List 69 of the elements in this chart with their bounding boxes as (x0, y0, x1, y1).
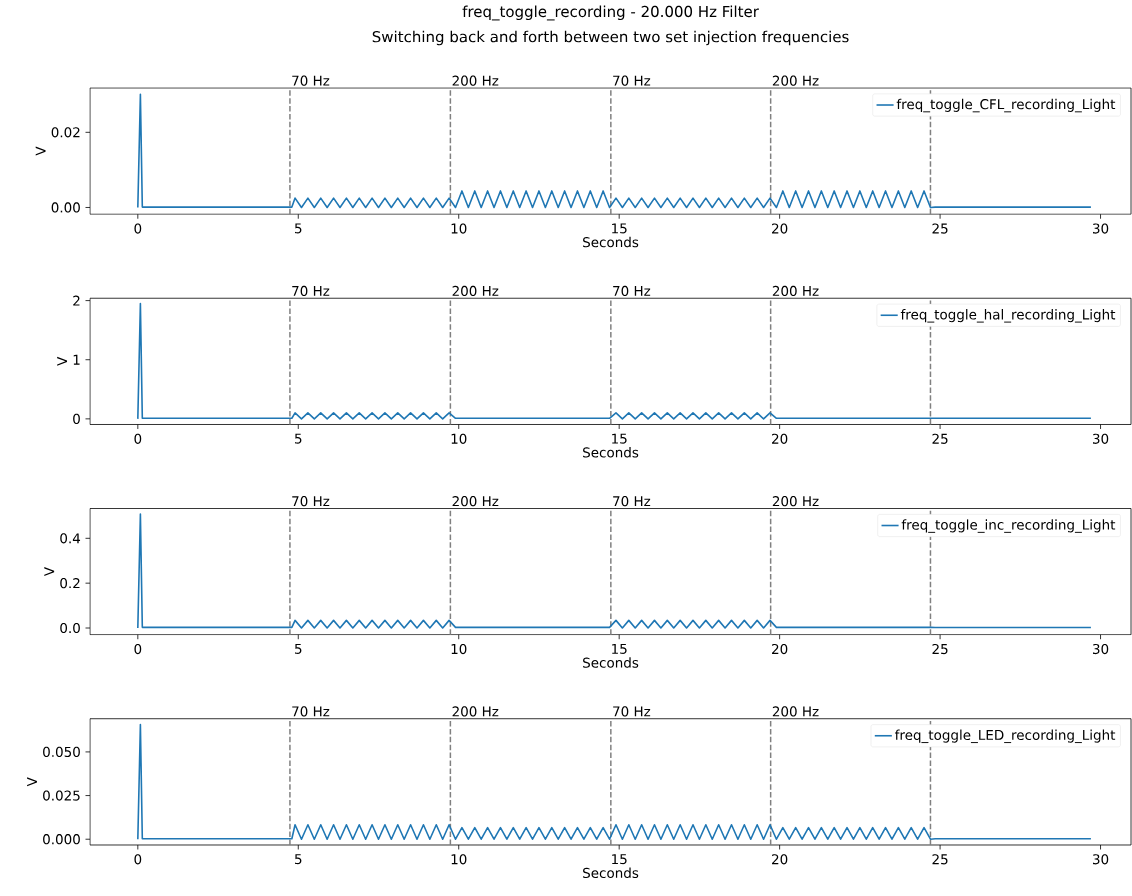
x-tick-label: 20 (772, 854, 788, 865)
ref-line-label: 70 Hz (613, 75, 651, 86)
x-tick-label: 20 (772, 643, 788, 655)
x-tick-label: 30 (1092, 433, 1109, 444)
ref-line-label: 200 Hz (452, 496, 499, 507)
x-tick-label: 15 (612, 433, 627, 444)
ref-line-label: 200 Hz (772, 496, 819, 507)
x-tick-label: 0 (134, 643, 142, 655)
x-tick-label: 0 (134, 854, 142, 865)
x-tick-label: 15 (612, 643, 627, 654)
ref-line-label: 70 Hz (613, 285, 651, 297)
x-tick-label: 5 (295, 223, 302, 234)
y-tick-label: 0 (73, 413, 80, 424)
x-tick-label: 0 (134, 433, 142, 444)
ref-line-label: 70 Hz (613, 496, 651, 507)
y-tick-label: 0.4 (60, 533, 81, 544)
x-axis-title: Seconds (583, 867, 639, 879)
legend-label: freq_toggle_inc_recording_Light (901, 519, 1116, 533)
x-axis-title: Seconds (583, 236, 639, 248)
x-tick-label: 30 (1092, 854, 1109, 865)
ref-line-label: 200 Hz (772, 285, 819, 297)
legend-label: freq_toggle_hal_recording_Light (900, 309, 1116, 323)
y-tick-label: 0.050 (43, 746, 80, 758)
chart-subtitle: Switching back and forth between two set injection frequencies (372, 30, 849, 46)
ref-line-label: 70 Hz (292, 285, 330, 297)
y-tick-label: 0.0 (60, 622, 80, 634)
y-axis-title: V (27, 777, 37, 787)
x-tick-label: 25 (932, 433, 948, 444)
x-axis-title: Seconds (583, 447, 639, 458)
y-tick-label: 0.02 (51, 127, 80, 138)
y-tick-label: 0.025 (43, 790, 80, 801)
y-tick-label: 0.000 (43, 834, 80, 845)
x-tick-label: 0 (134, 223, 142, 234)
ref-line-label: 70 Hz (292, 75, 330, 86)
y-tick-label: 0.00 (51, 202, 80, 213)
ref-line-label: 70 Hz (292, 496, 330, 507)
ref-line-label: 200 Hz (772, 706, 819, 717)
y-axis-title: V (35, 146, 46, 156)
x-tick-label: 5 (295, 433, 302, 444)
x-tick-label: 20 (772, 433, 788, 444)
ref-line-label: 200 Hz (452, 285, 499, 297)
ref-line-label: 200 Hz (452, 75, 499, 86)
y-tick-label: 1 (73, 354, 80, 365)
x-tick-label: 30 (1092, 223, 1109, 234)
x-tick-label: 25 (932, 854, 948, 865)
ref-line-label: 200 Hz (452, 706, 499, 717)
legend-label: freq_toggle_LED_recording_Light (894, 729, 1116, 744)
x-tick-label: 10 (451, 643, 467, 655)
x-tick-label: 15 (612, 223, 627, 234)
x-tick-label: 30 (1092, 643, 1109, 655)
ref-line-label: 70 Hz (292, 706, 330, 717)
ref-line-label: 200 Hz (772, 75, 819, 86)
ref-line-label: 70 Hz (613, 706, 651, 717)
x-tick-label: 10 (451, 854, 467, 865)
legend-label: freq_toggle_CFL_recording_Light (896, 98, 1116, 113)
y-tick-label: 0.2 (60, 578, 80, 589)
x-tick-label: 10 (451, 223, 467, 234)
x-tick-label: 5 (295, 643, 302, 654)
x-tick-label: 10 (451, 433, 467, 444)
chart-title: freq_toggle_recording - 20.000 Hz Filter (462, 5, 759, 21)
x-tick-label: 25 (932, 643, 948, 655)
y-tick-label: 2 (73, 295, 80, 306)
x-axis-title: Seconds (583, 657, 639, 668)
x-tick-label: 20 (772, 223, 788, 234)
x-tick-label: 25 (932, 223, 948, 234)
x-tick-label: 15 (612, 854, 627, 865)
y-axis-title: V (57, 356, 68, 366)
x-tick-label: 5 (295, 854, 302, 865)
y-axis-title: V (44, 567, 55, 577)
